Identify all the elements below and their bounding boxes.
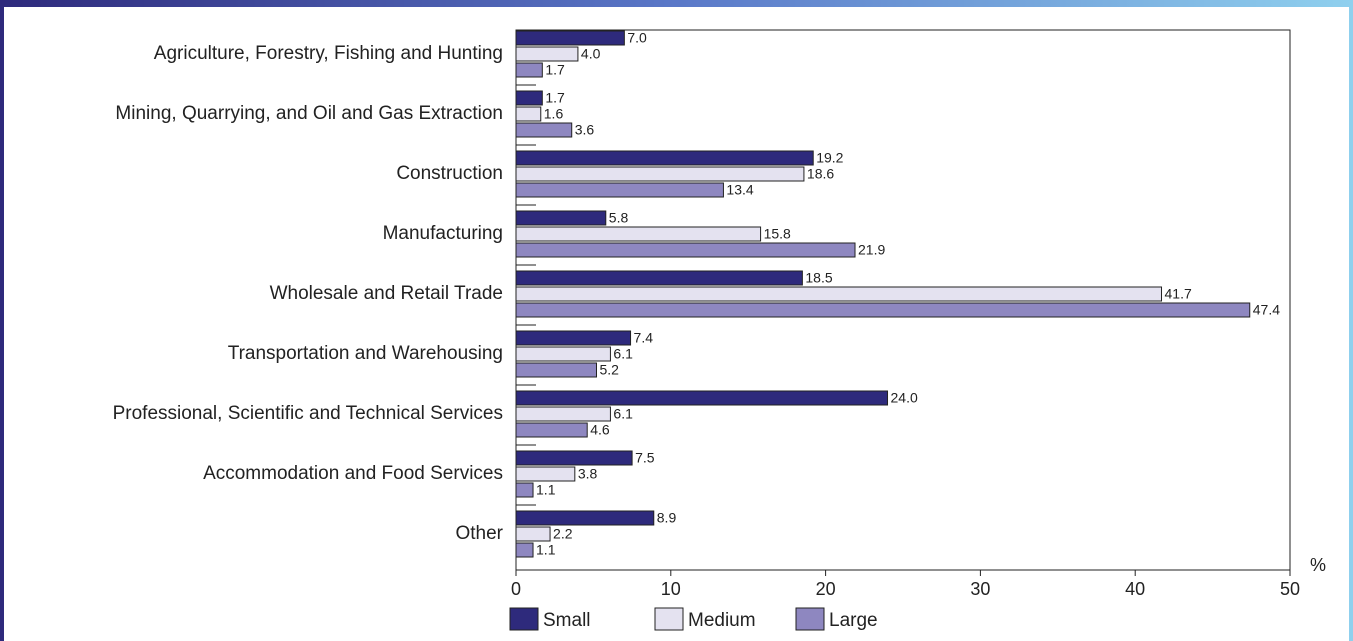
legend-label: Large	[829, 610, 878, 631]
bar	[515, 106, 542, 122]
header-band	[0, 0, 1353, 7]
bar	[515, 226, 762, 242]
category-label: Manufacturing	[383, 223, 503, 244]
bar	[515, 122, 573, 138]
bar	[515, 302, 1251, 318]
legend-swatch	[509, 607, 539, 631]
x-tick-label: 50	[1280, 579, 1300, 599]
x-axis-label: %	[1310, 555, 1326, 575]
value-label: 1.1	[536, 542, 556, 558]
bar	[515, 30, 625, 46]
bar	[515, 542, 534, 558]
category-label: Professional, Scientific and Technical S…	[113, 403, 503, 424]
x-tick-label: 0	[511, 579, 521, 599]
bar	[515, 450, 633, 466]
legend-swatch	[654, 607, 684, 631]
value-label: 6.1	[613, 346, 633, 362]
bar	[515, 46, 579, 62]
value-label: 3.8	[578, 466, 598, 482]
value-label: 8.9	[657, 510, 677, 526]
value-label: 19.2	[816, 150, 843, 166]
bar	[515, 482, 534, 498]
value-label: 1.7	[545, 90, 565, 106]
legend-label: Small	[543, 610, 591, 631]
value-label: 7.4	[634, 330, 654, 346]
x-tick-label: 10	[661, 579, 681, 599]
value-label: 3.6	[575, 122, 595, 138]
category-label: Transportation and Warehousing	[228, 343, 503, 364]
bar	[515, 210, 607, 226]
right-border	[1349, 0, 1353, 641]
bar	[515, 242, 856, 258]
value-label: 21.9	[858, 242, 885, 258]
bar	[515, 510, 655, 526]
bar	[515, 150, 814, 166]
value-label: 13.4	[726, 182, 753, 198]
category-label: Wholesale and Retail Trade	[270, 283, 503, 304]
x-tick-label: 40	[1125, 579, 1145, 599]
legend-label: Medium	[688, 610, 756, 631]
bar	[515, 270, 803, 286]
value-label: 6.1	[613, 406, 633, 422]
bar	[515, 362, 597, 378]
category-label: Mining, Quarrying, and Oil and Gas Extra…	[115, 103, 503, 124]
value-label: 5.8	[609, 210, 629, 226]
value-label: 41.7	[1165, 286, 1192, 302]
category-label: Construction	[396, 163, 503, 184]
x-tick-label: 20	[816, 579, 836, 599]
value-label: 7.0	[627, 30, 647, 46]
value-label: 7.5	[635, 450, 655, 466]
value-label: 4.6	[590, 422, 610, 438]
bar	[515, 346, 611, 362]
value-label: 18.6	[807, 166, 834, 182]
x-tick-label: 30	[970, 579, 990, 599]
value-label: 5.2	[599, 362, 619, 378]
bar	[515, 90, 543, 106]
category-label: Agriculture, Forestry, Fishing and Hunti…	[154, 43, 503, 64]
value-label: 1.6	[544, 106, 564, 122]
bar	[515, 390, 889, 406]
value-label: 47.4	[1253, 302, 1280, 318]
value-label: 24.0	[891, 390, 918, 406]
category-label: Accommodation and Food Services	[203, 463, 503, 484]
bar	[515, 286, 1163, 302]
value-label: 4.0	[581, 46, 601, 62]
category-label: Other	[455, 523, 503, 544]
bar	[515, 526, 551, 542]
value-label: 2.2	[553, 526, 573, 542]
bar	[515, 62, 543, 78]
bar	[515, 182, 724, 198]
value-label: 1.7	[545, 62, 565, 78]
left-border	[0, 0, 4, 641]
bar	[515, 166, 805, 182]
legend-swatch	[795, 607, 825, 631]
bar	[515, 406, 611, 422]
value-label: 15.8	[764, 226, 791, 242]
value-label: 18.5	[805, 270, 832, 286]
bar	[515, 466, 576, 482]
value-label: 1.1	[536, 482, 556, 498]
bar	[515, 330, 632, 346]
bar	[515, 422, 588, 438]
